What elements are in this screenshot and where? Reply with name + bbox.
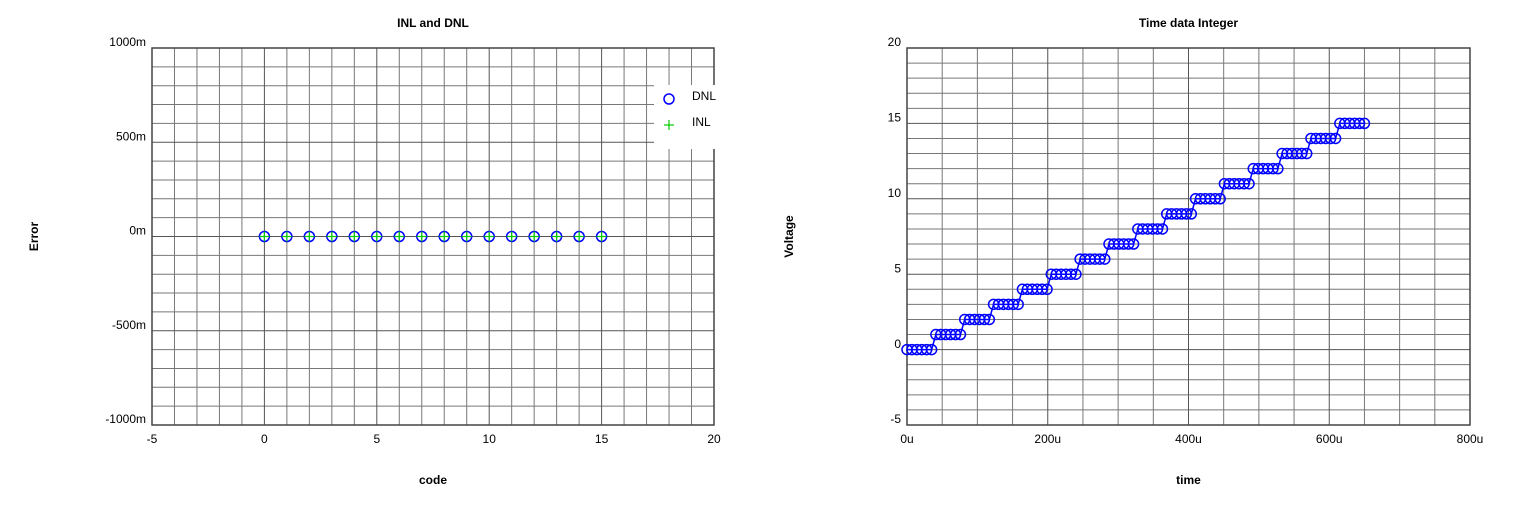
data-point (484, 231, 495, 242)
x-tick-label: 800u (1457, 432, 1484, 446)
y-tick-label: -500m (112, 318, 146, 332)
x-tick-label: 400u (1175, 432, 1202, 446)
data-point (978, 313, 991, 326)
data-point (551, 231, 562, 242)
x-axis-label: time (1176, 473, 1201, 487)
data-point (1151, 223, 1164, 235)
data-point (1099, 253, 1111, 265)
legend-label: INL (692, 115, 711, 129)
data-point (506, 231, 517, 242)
x-tick-label: 20 (707, 432, 721, 446)
data-point (1156, 223, 1169, 235)
data-point (1180, 208, 1193, 220)
x-axis-label: code (419, 473, 447, 487)
data-point (1272, 162, 1284, 175)
data-point (326, 231, 337, 242)
legend-marker (664, 120, 674, 130)
y-tick-label: 15 (888, 111, 902, 125)
data-point (461, 231, 472, 242)
data-point (954, 328, 967, 341)
data-point (416, 231, 427, 242)
legend-label: DNL (692, 89, 716, 103)
data-point (1065, 268, 1077, 280)
data-point (920, 343, 933, 356)
x-tick-label: 15 (595, 432, 609, 446)
y-tick-label: 0 (894, 337, 901, 351)
data-point (439, 231, 450, 242)
x-tick-label: 0 (261, 432, 268, 446)
y-tick-label: 5 (894, 261, 901, 275)
data-point (1243, 177, 1255, 190)
x-tick-label: 200u (1034, 432, 1061, 446)
data-point (1296, 147, 1308, 160)
data-point (925, 343, 938, 356)
data-point (1094, 253, 1106, 265)
y-tick-label: 10 (888, 186, 902, 200)
y-axis-label: Error (27, 221, 41, 251)
data-point (1353, 117, 1366, 130)
data-point (1267, 162, 1279, 175)
data-point (529, 231, 540, 242)
data-point (1007, 298, 1020, 311)
data-point (983, 313, 996, 326)
data-point (394, 231, 405, 242)
data-point (281, 231, 292, 242)
x-tick-label: 5 (373, 432, 380, 446)
plot-frame (906, 47, 1471, 426)
data-point (1127, 238, 1140, 250)
y-tick-label: 1000m (109, 35, 146, 49)
data-point (1324, 132, 1337, 145)
chart-title: INL and DNL (397, 16, 469, 30)
data-point (259, 231, 270, 242)
y-tick-label: 500m (116, 129, 146, 143)
data-point (1300, 147, 1313, 160)
data-point (1238, 177, 1250, 190)
y-tick-label: -1000m (105, 412, 146, 426)
legend-marker (663, 93, 675, 105)
data-point (371, 231, 382, 242)
y-tick-label: -5 (890, 412, 901, 426)
x-tick-label: 600u (1316, 432, 1343, 446)
data-point (949, 328, 962, 341)
data-point (1012, 298, 1024, 311)
data-point (1185, 208, 1198, 220)
y-axis-label: Voltage (782, 215, 796, 258)
data-point (304, 231, 315, 242)
plot-frame (151, 47, 715, 426)
data-point (574, 231, 585, 242)
data-point (1122, 238, 1135, 250)
y-tick-label: 0m (129, 224, 146, 238)
data-point (1070, 268, 1082, 280)
data-point (349, 231, 360, 242)
data-point (1329, 132, 1342, 145)
data-point (1036, 283, 1048, 296)
data-point (1214, 193, 1226, 205)
y-tick-label: 20 (888, 35, 902, 49)
data-point (1041, 283, 1053, 296)
x-tick-label: 0u (900, 432, 913, 446)
chart-title: Time data Integer (1139, 16, 1238, 30)
data-point (596, 231, 607, 242)
data-point (1358, 117, 1371, 130)
x-tick-label: 10 (483, 432, 497, 446)
x-tick-label: -5 (147, 432, 158, 446)
data-point (1209, 193, 1221, 205)
